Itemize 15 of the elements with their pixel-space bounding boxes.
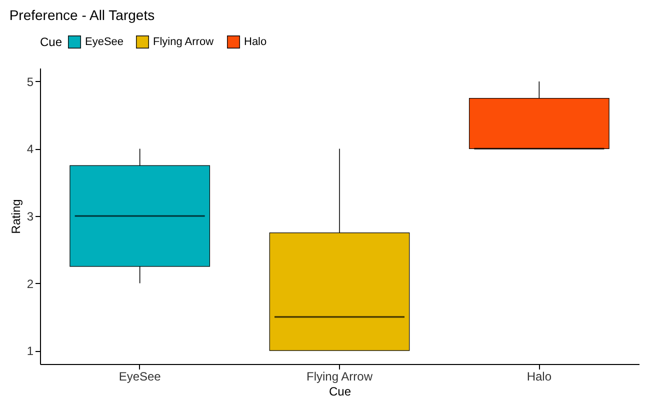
y-tick-label: 1: [26, 344, 34, 358]
x-axis-title: Cue: [328, 384, 352, 398]
y-tick-label: 4: [26, 142, 34, 156]
legend-title: Cue: [40, 35, 62, 49]
x-tick-label: EyeSee: [118, 370, 162, 384]
chart-title: Preference - All Targets: [9, 7, 155, 23]
x-tick-label: Halo: [526, 370, 552, 384]
legend-label: Flying Arrow: [153, 36, 214, 48]
x-tick-label: Flying Arrow: [306, 370, 373, 384]
y-tick-label: 2: [26, 276, 34, 291]
legend-label: Halo: [244, 36, 267, 48]
y-tick-label: 5: [26, 74, 34, 89]
legend-label: EyeSee: [85, 36, 124, 48]
y-tick-label: 3: [26, 210, 34, 224]
y-axis-title: Rating: [8, 199, 23, 234]
